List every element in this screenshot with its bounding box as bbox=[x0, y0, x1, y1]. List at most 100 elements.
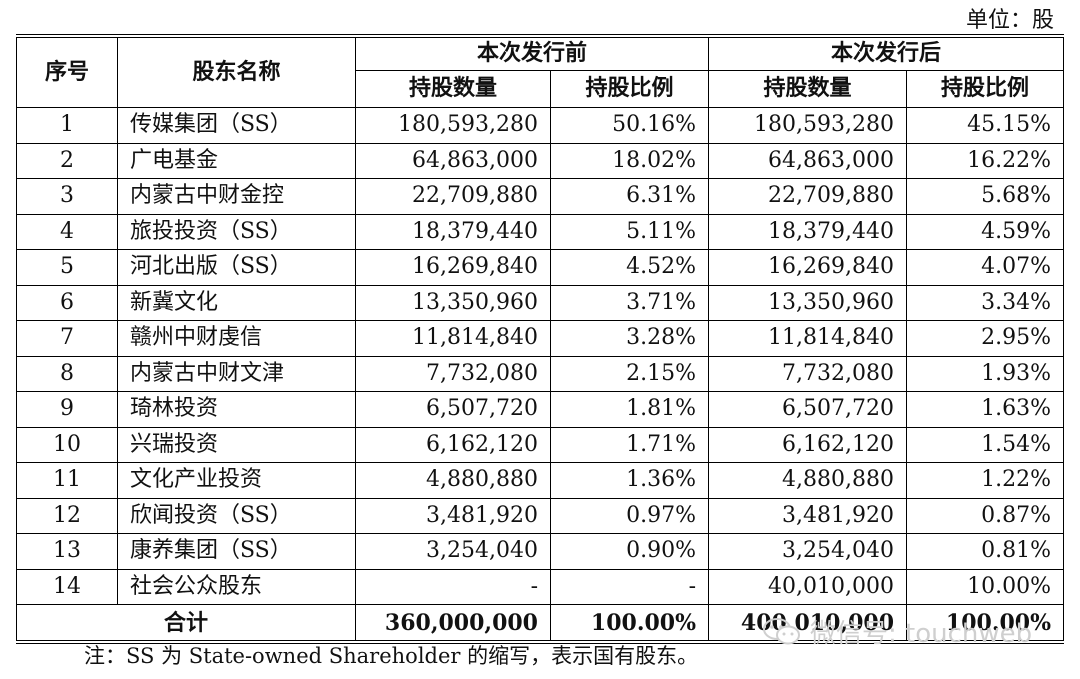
before-ratio: 0.97% bbox=[549, 497, 710, 534]
after-shares: 3,481,920 bbox=[708, 497, 908, 534]
table-row: 13 康养集团（SS） 3,254,040 0.90% 3,254,040 0.81% bbox=[16, 533, 1065, 570]
watermark-text: 微信号: touchweb bbox=[810, 619, 1033, 649]
after-ratio: 5.68% bbox=[906, 178, 1065, 215]
after-ratio: 16.22% bbox=[906, 142, 1065, 179]
shareholder-name: 文化产业投资 bbox=[117, 462, 356, 499]
row-index: 11 bbox=[16, 462, 118, 499]
row-index: 10 bbox=[16, 426, 118, 463]
before-shares: 13,350,960 bbox=[355, 284, 551, 321]
before-ratio: 3.71% bbox=[549, 284, 710, 321]
group-header-before: 本次发行前 bbox=[354, 34, 710, 71]
before-ratio: 1.36% bbox=[549, 462, 710, 499]
col-header-before-ratio: 持股比例 bbox=[549, 70, 710, 108]
before-ratio: 3.28% bbox=[549, 320, 710, 357]
after-shares: 11,814,840 bbox=[708, 320, 908, 357]
before-shares: 6,507,720 bbox=[355, 391, 551, 428]
after-ratio: 3.34% bbox=[906, 284, 1065, 321]
col-header-after-shares: 持股数量 bbox=[708, 70, 908, 108]
after-shares: 40,010,000 bbox=[708, 568, 908, 605]
table-row: 14 社会公众股东 - -40,010,000 10.00% bbox=[16, 568, 1065, 605]
col-header-name: 股东名称 bbox=[117, 34, 356, 108]
table-row: 10 兴瑞投资 6,162,120 1.71% 6,162,120 1.54% bbox=[16, 426, 1065, 463]
after-shares: 7,732,080 bbox=[708, 355, 908, 392]
shareholder-name: 广电基金 bbox=[117, 142, 356, 179]
before-shares: - bbox=[355, 568, 551, 605]
table-row: 2 广电基金 64,863,000 18.02% 64,863,000 16.22% bbox=[16, 142, 1065, 179]
before-ratio: - bbox=[549, 568, 710, 605]
shareholder-name: 社会公众股东 bbox=[117, 568, 356, 605]
after-ratio: 1.54% bbox=[906, 426, 1065, 463]
total-label: 合计 bbox=[16, 604, 356, 644]
after-shares: 22,709,880 bbox=[708, 178, 908, 215]
row-index: 9 bbox=[16, 391, 118, 428]
after-ratio: 1.63% bbox=[906, 391, 1065, 428]
shareholder-name: 新冀文化 bbox=[117, 284, 356, 321]
row-index: 7 bbox=[16, 320, 118, 357]
shareholder-table: 序号 股东名称 本次发行前 本次发行后 持股数量 持股比例 持股数量 持股比例 … bbox=[16, 34, 1065, 644]
table-row: 11 文化产业投资 4,880,880 1.36% 4,880,880 1.22% bbox=[16, 462, 1065, 499]
before-ratio: 0.90% bbox=[549, 533, 710, 570]
before-ratio: 1.81% bbox=[549, 391, 710, 428]
row-index: 1 bbox=[16, 107, 118, 144]
before-ratio: 2.15% bbox=[549, 355, 710, 392]
shareholder-name: 内蒙古中财金控 bbox=[117, 178, 356, 215]
shareholder-name: 兴瑞投资 bbox=[117, 426, 356, 463]
before-shares: 22,709,880 bbox=[355, 178, 551, 215]
before-shares: 3,254,040 bbox=[355, 533, 551, 570]
row-index: 14 bbox=[16, 568, 118, 605]
before-ratio: 1.71% bbox=[549, 426, 710, 463]
shareholder-name: 传媒集团（SS） bbox=[117, 107, 356, 144]
before-shares: 4,880,880 bbox=[355, 462, 551, 499]
table-row: 3 内蒙古中财金控 22,709,880 6.31% 22,709,880 5.68% bbox=[16, 178, 1065, 215]
shareholder-name: 欣闻投资（SS） bbox=[117, 497, 356, 534]
table-body: 1 传媒集团（SS） 180,593,280 50.16% 180,593,280 45.… bbox=[16, 107, 1065, 605]
total-before-ratio: 100.00% bbox=[549, 604, 710, 644]
before-shares: 180,593,280 bbox=[355, 107, 551, 144]
before-ratio: 6.31% bbox=[549, 178, 710, 215]
row-index: 3 bbox=[16, 178, 118, 215]
shareholder-name: 琦林投资 bbox=[117, 391, 356, 428]
before-shares: 16,269,840 bbox=[355, 249, 551, 286]
after-shares: 13,350,960 bbox=[708, 284, 908, 321]
after-ratio: 2.95% bbox=[906, 320, 1065, 357]
col-header-seq: 序号 bbox=[16, 34, 118, 108]
shareholder-name: 河北出版（SS） bbox=[117, 249, 356, 286]
footnote: 注：SS 为 State-owned Shareholder 的缩写，表示国有股… bbox=[84, 644, 699, 668]
table-row: 8 内蒙古中财文津 7,732,080 2.15% 7,732,080 1.93% bbox=[16, 355, 1065, 392]
row-index: 13 bbox=[16, 533, 118, 570]
table-row: 4 旅投投资（SS） 18,379,440 5.11% 18,379,440 4.59% bbox=[16, 213, 1065, 250]
total-after-shares: 400,010,000 bbox=[708, 604, 908, 644]
table-row: 12 欣闻投资（SS） 3,481,920 0.97% 3,481,920 0.87% bbox=[16, 497, 1065, 534]
table-row: 7 赣州中财虔信 11,814,840 3.28% 11,814,840 2.95% bbox=[16, 320, 1065, 357]
after-ratio: 4.07% bbox=[906, 249, 1065, 286]
after-shares: 6,162,120 bbox=[708, 426, 908, 463]
row-index: 5 bbox=[16, 249, 118, 286]
total-after-ratio: 100.00% bbox=[906, 604, 1065, 644]
shareholder-name: 赣州中财虔信 bbox=[117, 320, 356, 357]
after-ratio: 45.15% bbox=[906, 107, 1065, 144]
shareholder-name: 康养集团（SS） bbox=[117, 533, 356, 570]
table-row: 6 新冀文化 13,350,960 3.71% 13,350,960 3.34% bbox=[16, 284, 1065, 321]
before-shares: 18,379,440 bbox=[355, 213, 551, 250]
after-shares: 18,379,440 bbox=[708, 213, 908, 250]
table-row: 1 传媒集团（SS） 180,593,280 50.16% 180,593,280 45.… bbox=[16, 107, 1065, 144]
after-ratio: 10.00% bbox=[906, 568, 1065, 605]
row-index: 4 bbox=[16, 213, 118, 250]
row-index: 8 bbox=[16, 355, 118, 392]
shareholder-name: 旅投投资（SS） bbox=[117, 213, 356, 250]
watermark: 微信号: touchweb bbox=[762, 613, 1032, 650]
row-index: 6 bbox=[16, 284, 118, 321]
after-ratio: 0.87% bbox=[906, 497, 1065, 534]
before-shares: 3,481,920 bbox=[355, 497, 551, 534]
table-row: 5 河北出版（SS） 16,269,840 4.52% 16,269,840 4.07% bbox=[16, 249, 1065, 286]
after-ratio: 0.81% bbox=[906, 533, 1065, 570]
wechat-icon bbox=[763, 617, 800, 644]
before-shares: 7,732,080 bbox=[355, 355, 551, 392]
after-shares: 180,593,280 bbox=[708, 107, 908, 144]
row-index: 12 bbox=[16, 497, 118, 534]
group-header-after: 本次发行后 bbox=[708, 34, 1065, 71]
before-ratio: 5.11% bbox=[549, 213, 710, 250]
col-header-before-shares: 持股数量 bbox=[355, 70, 551, 108]
total-before-shares: 360,000,000 bbox=[355, 604, 551, 644]
after-shares: 4,880,880 bbox=[708, 462, 908, 499]
